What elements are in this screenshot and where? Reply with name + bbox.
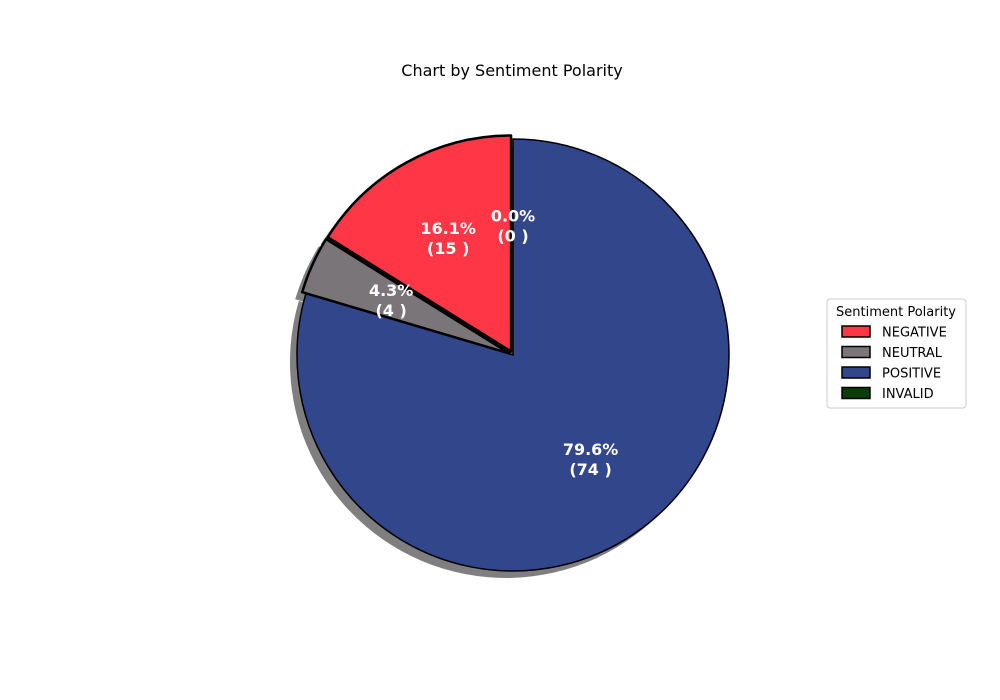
legend-items: NEGATIVE NEUTRAL POSITIVE INVALID	[841, 325, 947, 402]
pie-slice-positive	[296, 138, 730, 572]
legend-label-invalid: INVALID	[882, 387, 934, 402]
pie-slice-negative	[326, 134, 513, 353]
legend-item-negative: NEGATIVE	[841, 325, 947, 341]
legend: Sentiment Polarity NEGATIVE NEUTRAL POSITI…	[826, 298, 967, 409]
chart-title: Chart by Sentiment Polarity	[401, 61, 622, 80]
legend-label-positive: POSITIVE	[882, 367, 941, 382]
legend-item-neutral: NEUTRAL	[841, 345, 943, 361]
legend-swatch-invalid	[841, 386, 871, 400]
pie-slice-layer	[296, 134, 730, 572]
pie-label-invalid: 0.0% (0 )	[491, 206, 535, 245]
legend-label-neutral: NEUTRAL	[882, 346, 943, 361]
legend-item-invalid: INVALID	[841, 386, 934, 402]
pie-label-negative: 16.1% (15 )	[420, 219, 476, 258]
legend-item-positive: POSITIVE	[841, 366, 941, 382]
pie-slice-neutral	[300, 237, 511, 355]
pie-label-layer: 16.1% (15 )4.3% (4 ) 79.6% (74 ) 0.0% (0 )	[369, 206, 618, 478]
pie-label-positive: 79.6% (74 )	[563, 440, 619, 479]
legend-title: Sentiment Polarity	[836, 305, 956, 320]
legend-swatch-positive	[841, 366, 871, 379]
legend-swatch-neutral	[841, 345, 871, 359]
legend-swatch-negative	[841, 325, 871, 338]
legend-label-negative: NEGATIVE	[882, 326, 947, 341]
pie-label-neutral: 4.3% (4 )	[369, 281, 413, 320]
